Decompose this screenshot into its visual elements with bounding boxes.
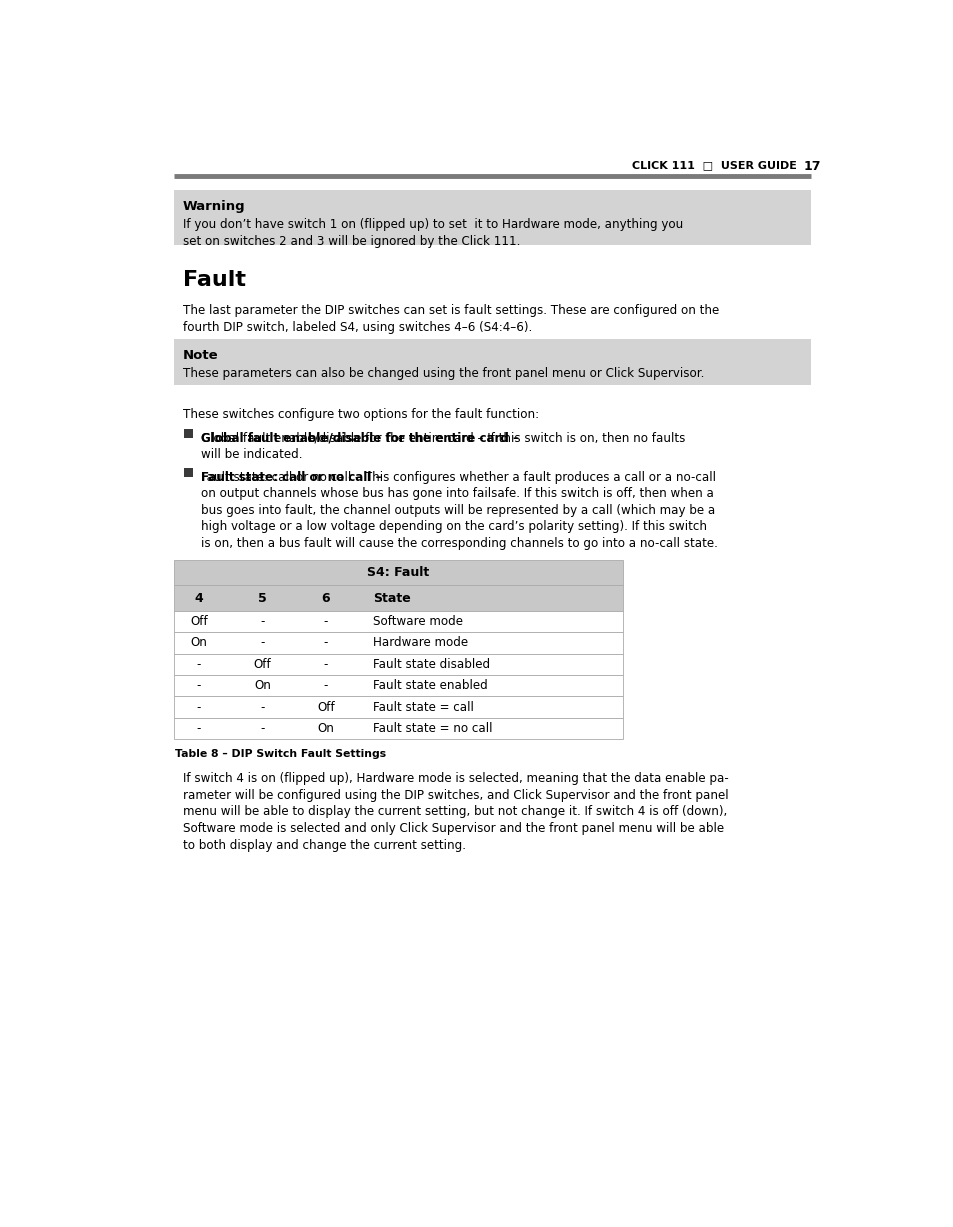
Text: Software mode: Software mode bbox=[373, 615, 463, 628]
Text: On: On bbox=[253, 680, 271, 692]
Text: will be indicated.: will be indicated. bbox=[201, 448, 303, 461]
Text: On: On bbox=[317, 721, 335, 735]
Text: Off: Off bbox=[253, 658, 271, 671]
Text: Fault state: call or no call – This configures whether a fault produces a call o: Fault state: call or no call – This conf… bbox=[201, 471, 716, 483]
Text: Fault: Fault bbox=[183, 270, 246, 290]
Text: Hardware mode: Hardware mode bbox=[373, 637, 468, 649]
Text: set on switches 2 and 3 will be ignored by the Click 111.: set on switches 2 and 3 will be ignored … bbox=[183, 234, 519, 248]
Text: 5: 5 bbox=[258, 591, 267, 605]
Bar bbox=[173, 632, 622, 654]
Text: fourth DIP switch, labeled S4, using switches 4–6 (S4:4–6).: fourth DIP switch, labeled S4, using swi… bbox=[183, 321, 532, 334]
Text: -: - bbox=[260, 615, 264, 628]
Text: -: - bbox=[196, 680, 201, 692]
Text: Fault state = call: Fault state = call bbox=[373, 701, 474, 714]
Text: Off: Off bbox=[190, 615, 208, 628]
Text: Table 8 – DIP Switch Fault Settings: Table 8 – DIP Switch Fault Settings bbox=[174, 750, 386, 760]
Text: If switch 4 is on (flipped up), Hardware mode is selected, meaning that the data: If switch 4 is on (flipped up), Hardware… bbox=[183, 772, 728, 785]
Text: Fault state: call or no call –: Fault state: call or no call – bbox=[201, 471, 381, 483]
Text: -: - bbox=[260, 701, 264, 714]
Bar bbox=[173, 611, 622, 632]
Text: bus goes into fault, the channel outputs will be represented by a call (which ma: bus goes into fault, the channel outputs… bbox=[201, 504, 715, 517]
Bar bbox=[173, 697, 622, 718]
Text: -: - bbox=[196, 701, 201, 714]
Bar bbox=[173, 560, 622, 585]
Text: to both display and change the current setting.: to both display and change the current s… bbox=[183, 838, 465, 852]
Text: on output channels whose bus has gone into failsafe. If this switch is off, then: on output channels whose bus has gone in… bbox=[201, 487, 714, 501]
Text: These switches configure two options for the fault function:: These switches configure two options for… bbox=[183, 409, 538, 421]
Text: -: - bbox=[196, 721, 201, 735]
Text: -: - bbox=[323, 615, 328, 628]
Text: CLICK 111  □  USER GUIDE: CLICK 111 □ USER GUIDE bbox=[632, 161, 797, 171]
Text: -: - bbox=[323, 637, 328, 649]
Text: These parameters can also be changed using the front panel menu or Click Supervi: These parameters can also be changed usi… bbox=[183, 367, 703, 380]
Text: high voltage or a low voltage depending on the card’s polarity setting). If this: high voltage or a low voltage depending … bbox=[201, 520, 707, 534]
Text: The last parameter the DIP switches can set is fault settings. These are configu: The last parameter the DIP switches can … bbox=[183, 304, 719, 318]
Text: 17: 17 bbox=[802, 161, 820, 173]
Text: -: - bbox=[196, 658, 201, 671]
Text: -: - bbox=[260, 721, 264, 735]
Bar bbox=[184, 469, 193, 477]
Text: Warning: Warning bbox=[183, 200, 245, 212]
Bar bbox=[173, 675, 622, 697]
Text: -: - bbox=[323, 680, 328, 692]
Text: menu will be able to display the current setting, but not change it. If switch 4: menu will be able to display the current… bbox=[183, 805, 726, 818]
Text: On: On bbox=[191, 637, 207, 649]
Text: Off: Off bbox=[316, 701, 335, 714]
Text: is on, then a bus fault will cause the corresponding channels to go into a no-ca: is on, then a bus fault will cause the c… bbox=[201, 537, 718, 550]
Text: Fault state = no call: Fault state = no call bbox=[373, 721, 493, 735]
Text: -: - bbox=[323, 658, 328, 671]
Text: Software mode is selected and only Click Supervisor and the front panel menu wil: Software mode is selected and only Click… bbox=[183, 822, 723, 836]
Text: S4: Fault: S4: Fault bbox=[367, 566, 429, 579]
Text: Global fault enable/disable for the entire card –: Global fault enable/disable for the enti… bbox=[201, 432, 518, 444]
Text: 6: 6 bbox=[321, 591, 330, 605]
Text: rameter will be configured using the DIP switches, and Click Supervisor and the : rameter will be configured using the DIP… bbox=[183, 789, 728, 802]
Text: Note: Note bbox=[183, 348, 218, 362]
Bar bbox=[173, 339, 810, 385]
Text: 4: 4 bbox=[194, 591, 203, 605]
Text: Fault state disabled: Fault state disabled bbox=[373, 658, 490, 671]
Bar bbox=[173, 654, 622, 675]
Text: State: State bbox=[373, 591, 411, 605]
Text: If you don’t have switch 1 on (flipped up) to set  it to Hardware mode, anything: If you don’t have switch 1 on (flipped u… bbox=[183, 218, 682, 231]
Bar bbox=[173, 718, 622, 739]
Text: Fault state enabled: Fault state enabled bbox=[373, 680, 488, 692]
Bar bbox=[184, 429, 193, 438]
Text: Global fault enable/disable for the entire card – If this switch is on, then no : Global fault enable/disable for the enti… bbox=[201, 432, 685, 444]
Text: -: - bbox=[260, 637, 264, 649]
Bar bbox=[173, 585, 622, 611]
Bar bbox=[173, 190, 810, 245]
